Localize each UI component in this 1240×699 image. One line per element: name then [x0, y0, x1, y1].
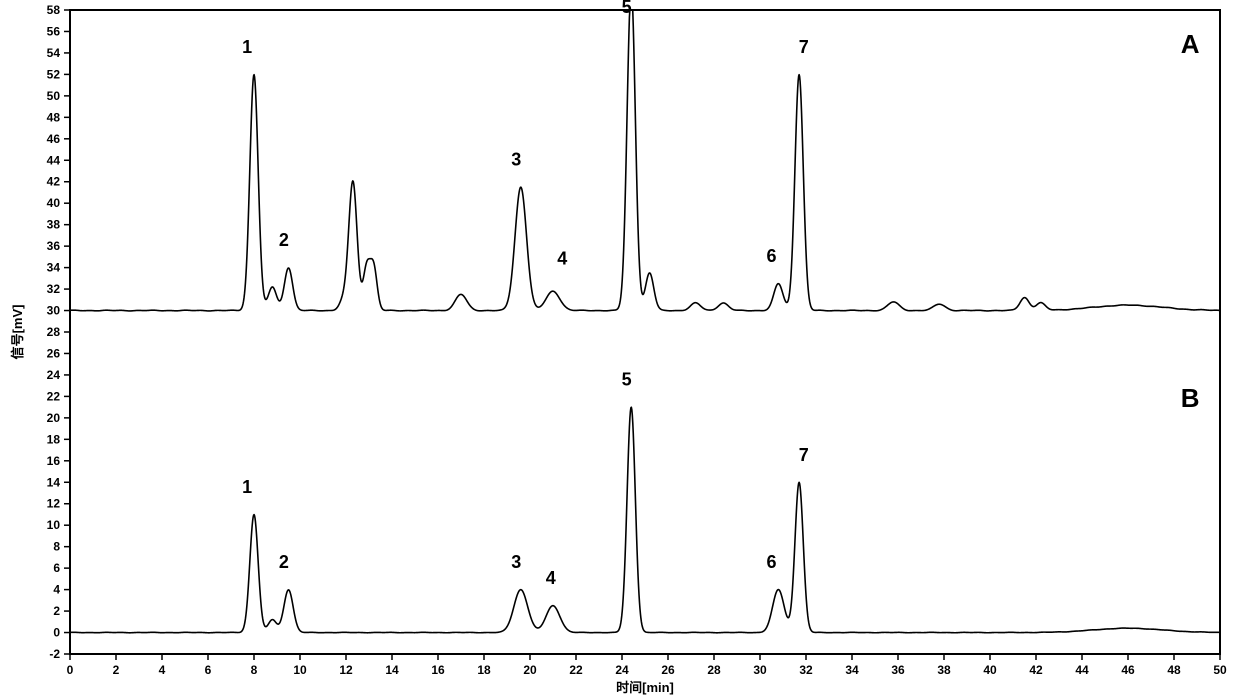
x-tick-label: 44 — [1075, 663, 1089, 677]
x-tick-label: 14 — [385, 663, 399, 677]
y-tick-label: 50 — [47, 89, 61, 103]
peak-label: 6 — [766, 552, 776, 572]
y-tick-label: 48 — [47, 110, 61, 124]
panel-label-a: A — [1181, 29, 1200, 59]
peak-label: 4 — [557, 248, 567, 268]
x-tick-label: 34 — [845, 663, 859, 677]
x-tick-label: 32 — [799, 663, 813, 677]
x-tick-label: 6 — [205, 663, 212, 677]
peak-label: 7 — [799, 445, 809, 465]
peak-label: 5 — [622, 370, 632, 390]
x-tick-label: 22 — [569, 663, 583, 677]
y-tick-label: 32 — [47, 282, 61, 296]
y-tick-label: 18 — [47, 432, 61, 446]
y-tick-label: 30 — [47, 304, 61, 318]
x-tick-label: 12 — [339, 663, 353, 677]
y-tick-label: 42 — [47, 175, 61, 189]
y-tick-label: 34 — [47, 261, 61, 275]
y-tick-label: 14 — [47, 475, 61, 489]
y-tick-label: 16 — [47, 454, 61, 468]
peak-label: 5 — [622, 0, 632, 17]
peak-label: 2 — [279, 230, 289, 250]
y-tick-label: 38 — [47, 218, 61, 232]
x-tick-label: 30 — [753, 663, 767, 677]
y-tick-label: -2 — [49, 647, 60, 661]
y-tick-label: 20 — [47, 411, 61, 425]
x-tick-label: 28 — [707, 663, 721, 677]
x-tick-label: 26 — [661, 663, 675, 677]
panel-label-b: B — [1181, 383, 1200, 413]
x-tick-label: 0 — [67, 663, 74, 677]
y-tick-label: 28 — [47, 325, 61, 339]
x-tick-label: 48 — [1167, 663, 1181, 677]
peak-label: 1 — [242, 477, 252, 497]
x-tick-label: 36 — [891, 663, 905, 677]
y-tick-label: 54 — [47, 46, 61, 60]
x-tick-label: 2 — [113, 663, 120, 677]
x-tick-label: 38 — [937, 663, 951, 677]
x-tick-label: 16 — [431, 663, 445, 677]
peak-label: 4 — [546, 568, 556, 588]
y-tick-label: 26 — [47, 346, 61, 360]
y-tick-label: 6 — [53, 561, 60, 575]
peak-label: 3 — [511, 552, 521, 572]
x-tick-label: 8 — [251, 663, 258, 677]
x-tick-label: 40 — [983, 663, 997, 677]
y-tick-label: 52 — [47, 67, 61, 81]
y-tick-label: 58 — [47, 3, 61, 17]
x-tick-label: 20 — [523, 663, 537, 677]
x-tick-label: 10 — [293, 663, 307, 677]
chromatogram-svg: 0246810121416182022242628303234363840424… — [0, 0, 1240, 699]
y-tick-label: 0 — [53, 626, 60, 640]
y-tick-label: 2 — [53, 604, 60, 618]
peak-label: 2 — [279, 552, 289, 572]
y-tick-label: 46 — [47, 132, 61, 146]
x-tick-label: 18 — [477, 663, 491, 677]
y-tick-label: 40 — [47, 196, 61, 210]
peak-label: 7 — [799, 37, 809, 57]
x-tick-label: 50 — [1213, 663, 1227, 677]
x-tick-label: 24 — [615, 663, 629, 677]
y-tick-label: 22 — [47, 389, 61, 403]
peak-label: 3 — [511, 150, 521, 170]
x-tick-label: 46 — [1121, 663, 1135, 677]
y-tick-label: 36 — [47, 239, 61, 253]
chromatogram-trace-b — [70, 407, 1220, 633]
y-tick-label: 8 — [53, 540, 60, 554]
y-tick-label: 10 — [47, 518, 61, 532]
x-tick-label: 4 — [159, 663, 166, 677]
peak-label: 6 — [766, 246, 776, 266]
plot-frame — [70, 10, 1220, 654]
y-tick-label: 12 — [47, 497, 61, 511]
y-tick-label: 24 — [47, 368, 61, 382]
peak-label: 1 — [242, 37, 252, 57]
y-tick-label: 56 — [47, 24, 61, 38]
y-tick-label: 44 — [47, 153, 61, 167]
y-axis-label: 信号[mV] — [10, 305, 25, 360]
y-tick-label: 4 — [53, 583, 60, 597]
x-axis-label: 时间[min] — [616, 680, 674, 695]
x-tick-label: 42 — [1029, 663, 1043, 677]
chromatogram-figure: 0246810121416182022242628303234363840424… — [0, 0, 1240, 699]
